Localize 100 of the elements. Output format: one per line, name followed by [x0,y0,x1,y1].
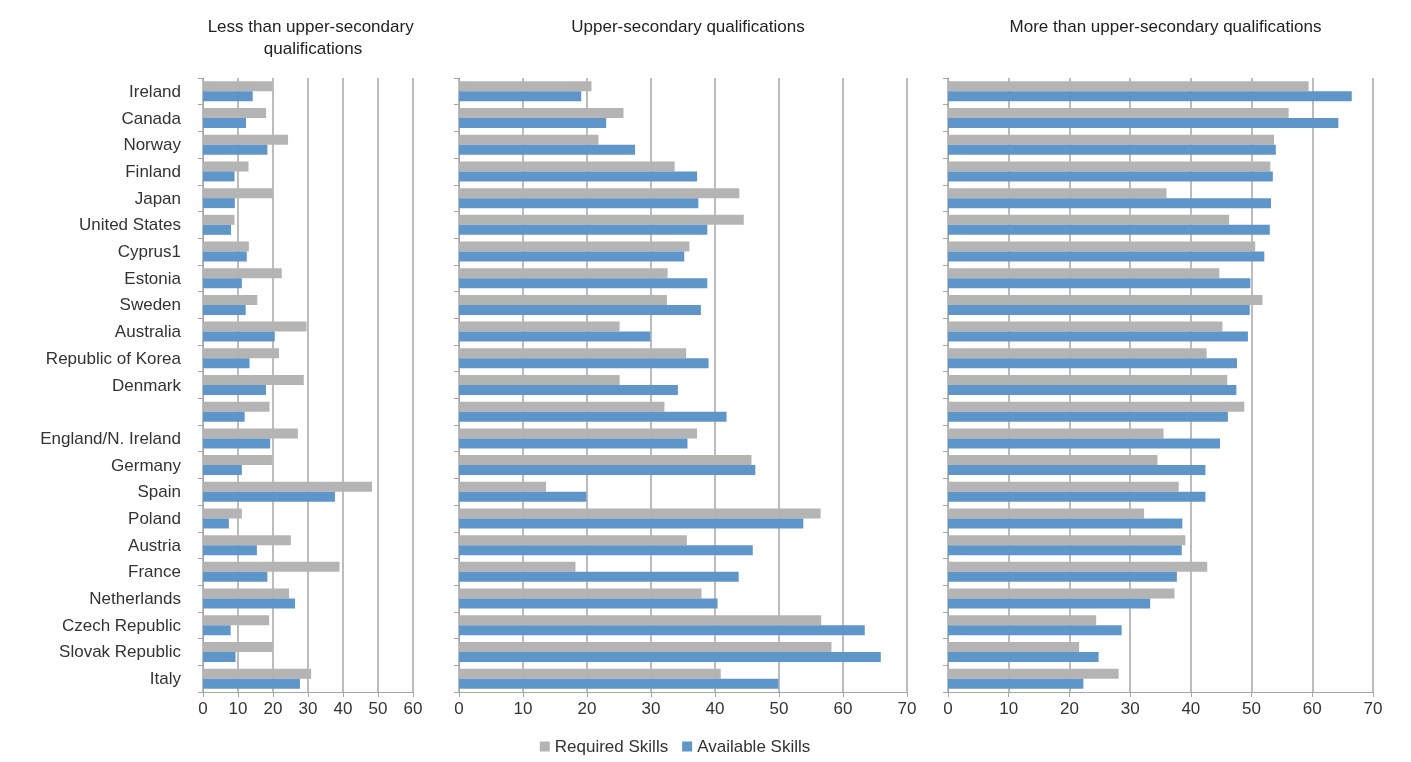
bar [948,188,1167,199]
bar [459,438,688,449]
bar [459,375,620,385]
x-tick-label: 10 [999,699,1019,718]
bar [203,411,245,422]
y-tick-label: United States [78,215,181,235]
bar [948,161,1271,172]
bar [459,161,675,172]
bar [459,251,685,262]
bar [948,598,1151,609]
bar [948,214,1230,225]
bar [203,641,273,652]
bar [948,144,1276,155]
bar [459,545,753,556]
bar [203,224,231,235]
x-tick-label: 30 [641,699,661,718]
x-tick-label: 60 [403,699,423,718]
x-tick-label: 50 [769,699,789,718]
x-tick-label: 10 [228,699,248,718]
bar [948,518,1183,529]
bar [948,385,1237,395]
bar [948,108,1289,119]
bar [459,118,607,129]
bar [203,161,249,172]
x-tick-label: 30 [1120,699,1140,718]
bar [203,251,247,262]
x-tick-label: 40 [705,699,725,718]
bar [203,304,246,315]
bar [203,438,271,449]
bar [948,118,1339,129]
bar [459,455,752,466]
bar [203,545,257,556]
bar [203,144,268,155]
bar [203,134,289,145]
bar [459,331,651,342]
bar [203,118,247,129]
chart-title: Upper-secondary qualifications [571,16,805,36]
bar [203,561,340,572]
bar [203,198,235,209]
bar [459,651,881,662]
bar [948,428,1164,439]
bar [203,401,270,412]
bar [203,188,273,199]
y-tick-label: Australia [114,322,182,342]
x-tick-label: 0 [943,699,953,718]
bar [203,455,272,466]
bar [948,278,1251,289]
bar [948,615,1097,626]
bar [948,331,1248,342]
bar [948,588,1175,599]
bar [948,571,1177,582]
bar [948,375,1228,385]
y-tick-label: Estonia [124,268,182,288]
bar [203,535,291,546]
bar [203,571,268,582]
bar [203,481,373,492]
bar [459,598,718,609]
x-tick-label: 70 [897,699,917,718]
bar [203,278,242,289]
legend-label: Required Skills [554,737,669,756]
bar [459,625,865,636]
chart-title: Less than upper-secondary qualifications [207,16,419,58]
bar [459,278,708,289]
bar [948,81,1309,92]
bar [203,651,236,662]
bar [459,385,678,395]
bar [948,668,1119,679]
bar [203,598,296,609]
bar [948,134,1275,145]
bar [459,144,635,155]
x-tick-label: 30 [298,699,318,718]
bar [459,321,620,332]
bar [459,91,582,102]
legend-label: Available Skills [697,737,811,756]
bar [459,561,576,572]
x-tick-label: 50 [368,699,388,718]
bar [203,321,307,332]
bar [203,294,258,305]
bar [203,348,279,359]
bar [948,481,1179,492]
bar [948,224,1270,235]
bar [948,508,1145,519]
bar [203,625,231,636]
x-tick-label: 60 [1302,699,1322,718]
y-tick-label: Czech Republic [61,615,182,635]
bar [948,438,1220,449]
y-tick-label: Spain [137,482,181,502]
y-tick-label: Japan [134,188,181,208]
bar [459,188,740,199]
bar [459,571,739,582]
bar [948,401,1245,412]
bar [459,348,687,359]
bar [459,678,779,689]
bar [948,304,1250,315]
bar [203,428,298,439]
y-tick-label: Austria [128,535,182,555]
bar [459,171,698,182]
bar [948,268,1220,279]
y-tick-label: Cyprus1 [117,242,181,262]
bar [203,358,250,369]
